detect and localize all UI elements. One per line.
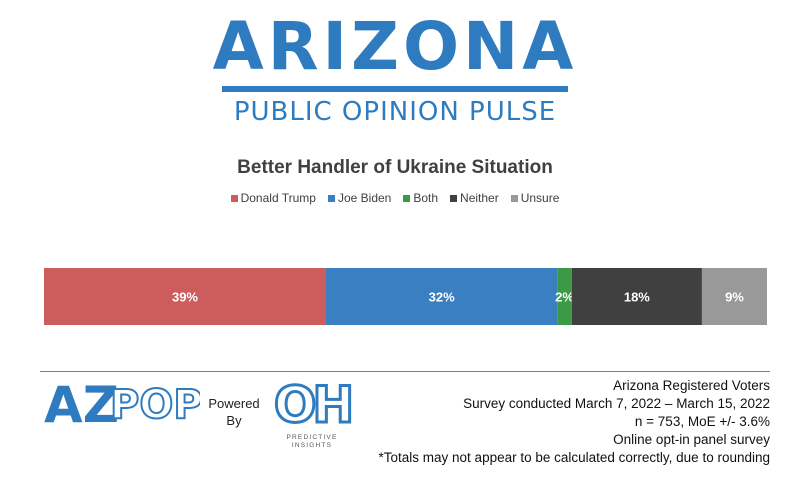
legend-swatch-biden bbox=[327, 194, 335, 202]
data-label-both: 2% bbox=[555, 290, 574, 305]
legend-item-unsure: Unsure bbox=[510, 191, 560, 205]
legend-item-both: Both bbox=[403, 191, 438, 205]
legend-item-biden: Joe Biden bbox=[327, 191, 392, 205]
oh-logo-mark: OH bbox=[274, 378, 351, 428]
data-label-unsure: 9% bbox=[725, 290, 744, 305]
legend-item-trump: Donald Trump bbox=[230, 191, 316, 205]
powered-by-line2: By bbox=[226, 413, 242, 428]
note-dates: Survey conducted March 7, 2022 – March 1… bbox=[463, 396, 770, 411]
oh-logo-line1: PREDICTIVE bbox=[286, 434, 338, 441]
legend-label-both: Both bbox=[413, 191, 439, 205]
oh-logo-line2: INSIGHTS bbox=[291, 442, 333, 449]
powered-by-line1: Powered bbox=[208, 396, 260, 411]
bar-segment-donald-trump bbox=[44, 268, 326, 325]
bar-segment-joe-biden bbox=[325, 268, 558, 325]
azpop-logo: AZ POP bbox=[44, 378, 200, 426]
powered-by: Powered By bbox=[205, 395, 263, 429]
footer-divider bbox=[40, 371, 770, 372]
azpop-logo-az: AZ bbox=[44, 378, 119, 426]
legend-swatch-neither bbox=[450, 194, 458, 202]
note-sample: n = 753, MoE +/- 3.6% bbox=[634, 414, 770, 429]
legend-label-unsure: Unsure bbox=[520, 191, 560, 205]
chart-title: Better Handler of Ukraine Situation bbox=[237, 157, 553, 178]
data-label-neither: 18% bbox=[624, 290, 650, 305]
note-population: Arizona Registered Voters bbox=[613, 378, 770, 393]
brand-title: Arizona bbox=[212, 8, 578, 85]
oh-logo-text: PREDICTIVE INSIGHTS bbox=[272, 434, 352, 450]
legend-swatch-both bbox=[403, 194, 411, 202]
oh-predictive-insights-logo: OH bbox=[272, 378, 352, 428]
brand-subtitle: PUBLIC OPINION PULSE bbox=[233, 97, 557, 127]
legend-label-trump: Donald Trump bbox=[240, 191, 316, 205]
legend-item-neither: Neither bbox=[450, 191, 499, 205]
note-method: Online opt-in panel survey bbox=[613, 432, 770, 447]
legend-label-biden: Joe Biden bbox=[337, 191, 392, 205]
legend-swatch-unsure bbox=[510, 194, 518, 202]
data-label-donald-trump: 39% bbox=[172, 290, 198, 305]
bar-segment-both bbox=[557, 268, 572, 325]
note-rounding: *Totals may not appear to be calculated … bbox=[378, 450, 770, 465]
legend-label-neither: Neither bbox=[460, 191, 499, 205]
azpop-logo-pop: POP bbox=[110, 382, 200, 426]
legend-swatch-trump bbox=[230, 194, 238, 202]
bar-segment-unsure bbox=[701, 268, 767, 325]
data-label-joe-biden: 32% bbox=[429, 290, 455, 305]
bar-segment-neither bbox=[571, 268, 702, 325]
brand-divider bbox=[222, 86, 568, 92]
chart-legend: Donald Trump Joe Biden Both Neither Unsu… bbox=[0, 191, 790, 205]
survey-notes: Arizona Registered Voters Survey conduct… bbox=[379, 377, 770, 467]
